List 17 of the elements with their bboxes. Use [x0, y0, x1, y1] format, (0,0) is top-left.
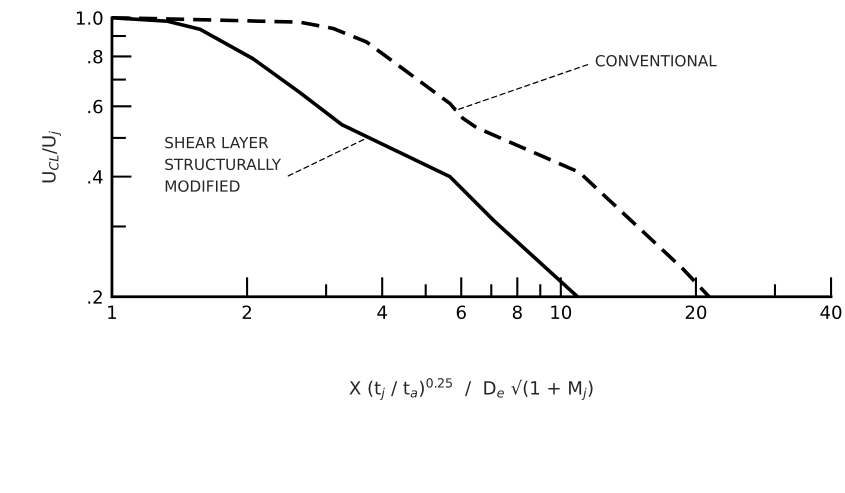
annotation: CONVENTIONAL — [596, 54, 717, 67]
x-tick-label: 6 — [456, 305, 466, 320]
y-tick-label: .6 — [88, 100, 102, 114]
y-tick-label: .2 — [88, 290, 102, 304]
x-tick-label: 40 — [820, 305, 842, 320]
y-tick-label: .8 — [88, 50, 102, 64]
y-tick-label: 1.0 — [76, 11, 102, 25]
x-tick-label: 4 — [377, 306, 387, 319]
y-tick-label: .4 — [88, 170, 103, 184]
x-tick-label: 20 — [686, 305, 706, 320]
annotation: SHEAR LAYER STRUCTURALLY MODIFIED — [165, 136, 282, 192]
x-tick-label: 2 — [242, 305, 252, 319]
x-tick-label: 10 — [551, 305, 572, 320]
y-axis-title: U$_{CL}$/U$_{j}$ — [42, 131, 62, 182]
text: X (t$_{j}$ / t$_{a}$)$^{0.25}$ / D$_{e}$ √(1 + M$_{j}$) — [349, 378, 593, 400]
x-tick-label: 8 — [512, 305, 522, 320]
x-tick-label: 1 — [108, 306, 116, 319]
